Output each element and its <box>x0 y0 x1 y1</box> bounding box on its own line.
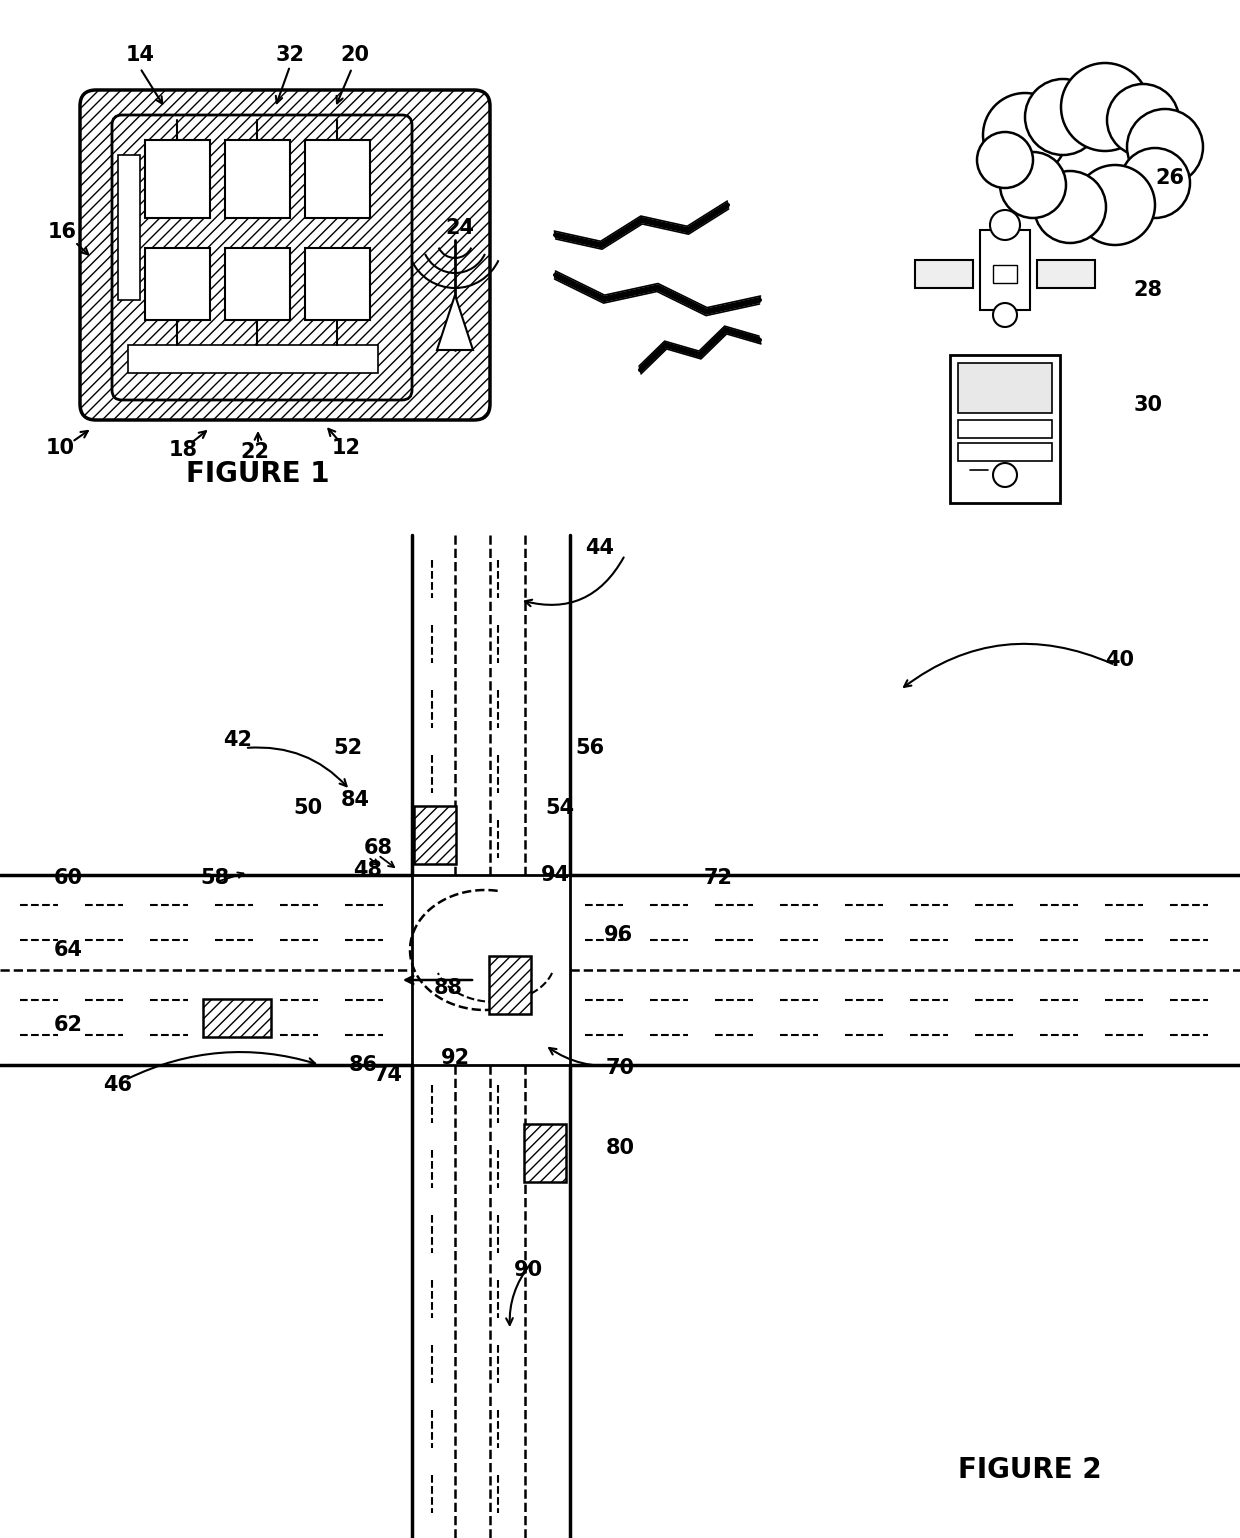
Text: 32: 32 <box>275 45 305 65</box>
FancyBboxPatch shape <box>81 91 490 420</box>
Text: 88: 88 <box>434 978 463 998</box>
Text: 24: 24 <box>445 218 475 238</box>
Text: 40: 40 <box>1106 651 1135 671</box>
Text: 44: 44 <box>585 538 615 558</box>
FancyArrowPatch shape <box>506 1264 531 1324</box>
Text: 86: 86 <box>348 1055 377 1075</box>
Bar <box>128 345 378 374</box>
Text: 68: 68 <box>363 838 393 858</box>
Bar <box>224 248 290 320</box>
Text: 22: 22 <box>241 441 269 461</box>
Text: 90: 90 <box>513 1260 543 1280</box>
Circle shape <box>977 132 1033 188</box>
Text: 14: 14 <box>125 45 155 65</box>
Bar <box>915 260 973 288</box>
Circle shape <box>1061 63 1149 151</box>
Circle shape <box>990 211 1021 240</box>
Text: 48: 48 <box>353 860 382 880</box>
Circle shape <box>993 303 1017 328</box>
Text: 10: 10 <box>46 438 74 458</box>
Bar <box>145 140 210 218</box>
Text: 56: 56 <box>575 738 605 758</box>
Text: FIGURE 2: FIGURE 2 <box>959 1456 1102 1484</box>
Text: 74: 74 <box>373 1064 403 1084</box>
Bar <box>959 420 1052 438</box>
Circle shape <box>1120 148 1190 218</box>
Bar <box>489 957 531 1014</box>
Text: 28: 28 <box>1133 280 1163 300</box>
Polygon shape <box>436 295 472 351</box>
Bar <box>525 1124 565 1183</box>
Text: 72: 72 <box>703 867 733 887</box>
Circle shape <box>999 152 1066 218</box>
FancyArrowPatch shape <box>904 644 1112 687</box>
Bar <box>950 355 1060 503</box>
Text: 60: 60 <box>53 867 83 887</box>
Bar <box>959 363 1052 414</box>
Text: 58: 58 <box>201 867 229 887</box>
Circle shape <box>1025 78 1101 155</box>
FancyArrowPatch shape <box>248 747 346 786</box>
Circle shape <box>1075 165 1154 245</box>
Bar <box>959 443 1052 461</box>
Bar <box>118 155 140 300</box>
Bar <box>305 248 370 320</box>
Circle shape <box>1107 85 1179 155</box>
Text: 92: 92 <box>440 1047 470 1067</box>
Text: 20: 20 <box>341 45 370 65</box>
Text: 18: 18 <box>169 440 197 460</box>
FancyArrowPatch shape <box>525 557 624 606</box>
Text: 30: 30 <box>1133 395 1163 415</box>
Bar <box>993 265 1017 283</box>
Bar <box>224 140 290 218</box>
Text: 16: 16 <box>47 221 77 241</box>
Bar <box>203 1000 272 1037</box>
Text: 70: 70 <box>605 1058 635 1078</box>
Text: 94: 94 <box>541 864 569 884</box>
FancyArrowPatch shape <box>128 1052 315 1078</box>
Text: 26: 26 <box>1156 168 1184 188</box>
Text: 54: 54 <box>546 798 574 818</box>
Text: FIGURE 1: FIGURE 1 <box>186 460 330 488</box>
Text: 42: 42 <box>223 731 253 751</box>
Circle shape <box>1127 109 1203 185</box>
Bar <box>980 231 1030 311</box>
Text: 96: 96 <box>604 924 632 944</box>
Circle shape <box>983 92 1066 177</box>
Bar <box>414 806 456 864</box>
Text: 50: 50 <box>294 798 322 818</box>
Text: 62: 62 <box>53 1015 83 1035</box>
Text: 52: 52 <box>334 738 362 758</box>
Text: 64: 64 <box>53 940 83 960</box>
Circle shape <box>1035 105 1145 215</box>
Circle shape <box>1034 171 1106 243</box>
Bar <box>305 140 370 218</box>
Bar <box>1037 260 1095 288</box>
FancyBboxPatch shape <box>112 115 412 400</box>
Text: 12: 12 <box>331 438 361 458</box>
Text: 80: 80 <box>605 1138 635 1158</box>
Text: 46: 46 <box>103 1075 133 1095</box>
Text: 84: 84 <box>341 791 370 811</box>
Circle shape <box>993 463 1017 488</box>
FancyArrowPatch shape <box>549 1047 619 1066</box>
Bar <box>145 248 210 320</box>
